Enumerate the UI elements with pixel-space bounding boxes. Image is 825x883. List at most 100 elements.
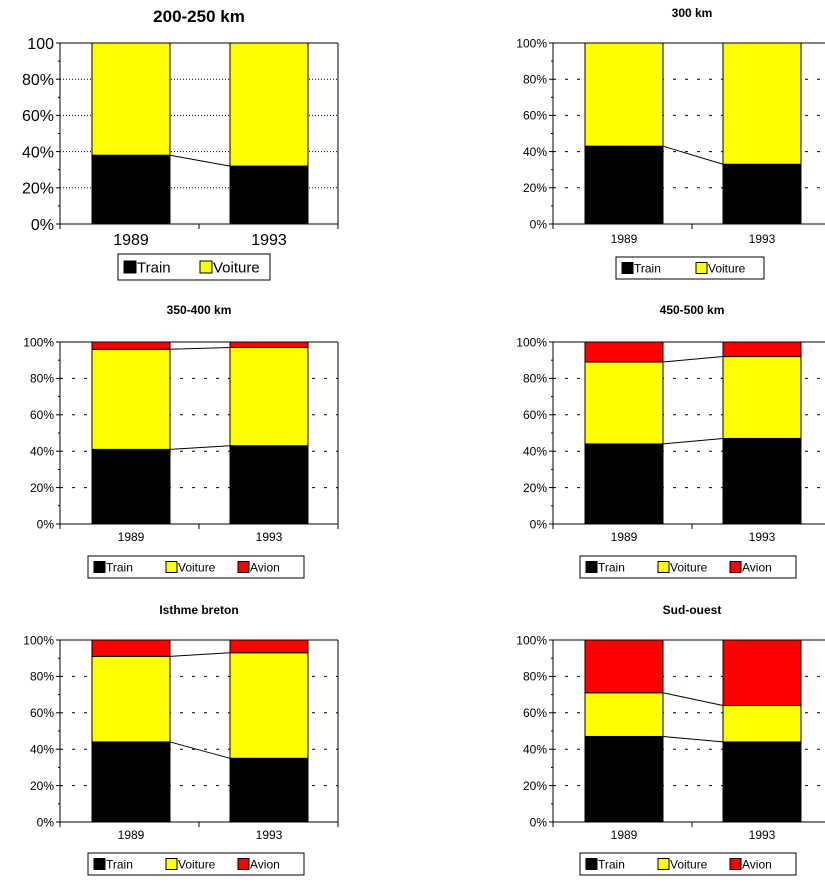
legend-label: Train — [106, 857, 133, 871]
bar-segment — [91, 42, 171, 156]
series-line — [169, 741, 231, 759]
legend-frame — [579, 555, 797, 579]
y-tick-label: 40% — [30, 743, 54, 757]
x-tick-label: 1989 — [118, 828, 145, 842]
x-tick-label: 1989 — [113, 232, 149, 249]
legend-swatch — [585, 561, 598, 573]
legend-label: Voiture — [178, 560, 216, 574]
legend-label: Train — [634, 261, 661, 275]
y-tick-label: 0% — [530, 815, 548, 829]
legend-label: Avion — [250, 560, 280, 574]
bar-segment — [584, 735, 664, 823]
chart-panel: Isthme breton 0% 20% 40% 60% 80% 100% 1989 1993 T… — [23, 603, 339, 876]
bar-segment — [722, 437, 802, 525]
chart-title: 200-250 km — [153, 7, 245, 26]
bar-segment — [584, 639, 664, 694]
bar-segment — [722, 705, 802, 743]
chart-title: 350-400 km — [167, 303, 232, 317]
x-tick-label: 1993 — [749, 530, 776, 544]
x-tick-label: 1993 — [749, 828, 776, 842]
y-tick-label: 20% — [30, 779, 54, 793]
legend-swatch — [657, 858, 670, 870]
legend-label: Voiture — [178, 857, 216, 871]
chart-panel: Sud-ouest 0% 20% 40% 60% 80% 100% 1989 1993 Train… — [516, 603, 825, 876]
bar-segment — [722, 42, 802, 165]
x-tick-label: 1993 — [251, 232, 287, 249]
bar-segment — [722, 163, 802, 225]
y-tick-label: 0% — [31, 217, 54, 234]
legend-frame — [87, 852, 305, 876]
legend: Train Voiture Avion — [579, 555, 797, 579]
bar-segment — [91, 655, 171, 743]
y-tick-label: 20% — [523, 779, 547, 793]
bar-segment — [229, 341, 309, 348]
bar-segment — [584, 361, 664, 445]
legend: Train Voiture — [117, 253, 271, 281]
series-line — [662, 692, 724, 707]
y-tick-label: 100% — [516, 633, 547, 647]
y-tick-label: 20% — [523, 481, 547, 495]
y-tick-label: 60% — [22, 108, 54, 125]
bar-segment — [91, 448, 171, 525]
y-tick-label: 80% — [30, 372, 54, 386]
bar-segment — [91, 341, 171, 350]
legend-label: Train — [106, 560, 133, 574]
x-tick-label: 1989 — [611, 530, 638, 544]
bar-segment — [722, 639, 802, 707]
y-tick-label: 60% — [523, 109, 547, 123]
legend-swatch — [123, 260, 137, 274]
bar-segment — [229, 639, 309, 654]
y-tick-label: 80% — [523, 73, 547, 87]
y-tick-label: 40% — [30, 445, 54, 459]
legend-swatch — [93, 561, 106, 573]
y-tick-label: 100% — [23, 335, 54, 349]
bar-segment — [229, 652, 309, 759]
y-tick-label: 60% — [30, 706, 54, 720]
chart-title: Sud-ouest — [663, 603, 722, 617]
y-tick-label: 100% — [23, 633, 54, 647]
chart-title: Isthme breton — [159, 603, 238, 617]
legend-swatch — [621, 262, 634, 274]
bar-segment — [91, 741, 171, 823]
y-tick-label: 80% — [30, 670, 54, 684]
bar-segment — [91, 348, 171, 450]
legend-swatch — [585, 858, 598, 870]
chart-panel: 200-250 km 0% 20% 40% 60% 80% 100 1989 1993 Train… — [22, 7, 339, 281]
series-line — [662, 145, 724, 165]
series-line — [662, 437, 724, 445]
series-line — [169, 154, 231, 167]
y-tick-label: 80% — [523, 372, 547, 386]
bar-segment — [584, 145, 664, 225]
y-tick-label: 20% — [22, 181, 54, 198]
legend-label: Avion — [250, 857, 280, 871]
legend: Train Voiture Avion — [579, 852, 797, 876]
series-line — [169, 346, 231, 350]
bar-segment — [229, 165, 309, 225]
y-tick-label: 0% — [37, 517, 55, 531]
series-line — [169, 445, 231, 450]
x-tick-label: 1989 — [118, 530, 145, 544]
legend: Train Voiture Avion — [87, 852, 305, 876]
legend-swatch — [729, 561, 742, 573]
bar-segment — [584, 443, 664, 525]
y-tick-label: 20% — [523, 181, 547, 195]
bar-segment — [229, 757, 309, 823]
bar-segment — [91, 154, 171, 225]
legend: Train Voiture Avion — [87, 555, 305, 579]
legend-label: Train — [598, 857, 625, 871]
legend-swatch — [165, 858, 178, 870]
bar-segment — [584, 341, 664, 363]
chart-title: 450-500 km — [660, 303, 725, 317]
y-tick-label: 60% — [523, 706, 547, 720]
y-tick-label: 40% — [523, 445, 547, 459]
bar-segment — [229, 346, 309, 447]
series-line — [662, 356, 724, 363]
legend-label: Train — [598, 560, 625, 574]
y-tick-label: 40% — [523, 145, 547, 159]
legend: Train Voiture — [615, 256, 765, 280]
bar-segment — [722, 356, 802, 439]
legend-frame — [117, 253, 271, 281]
y-tick-label: 20% — [30, 481, 54, 495]
legend-frame — [579, 852, 797, 876]
